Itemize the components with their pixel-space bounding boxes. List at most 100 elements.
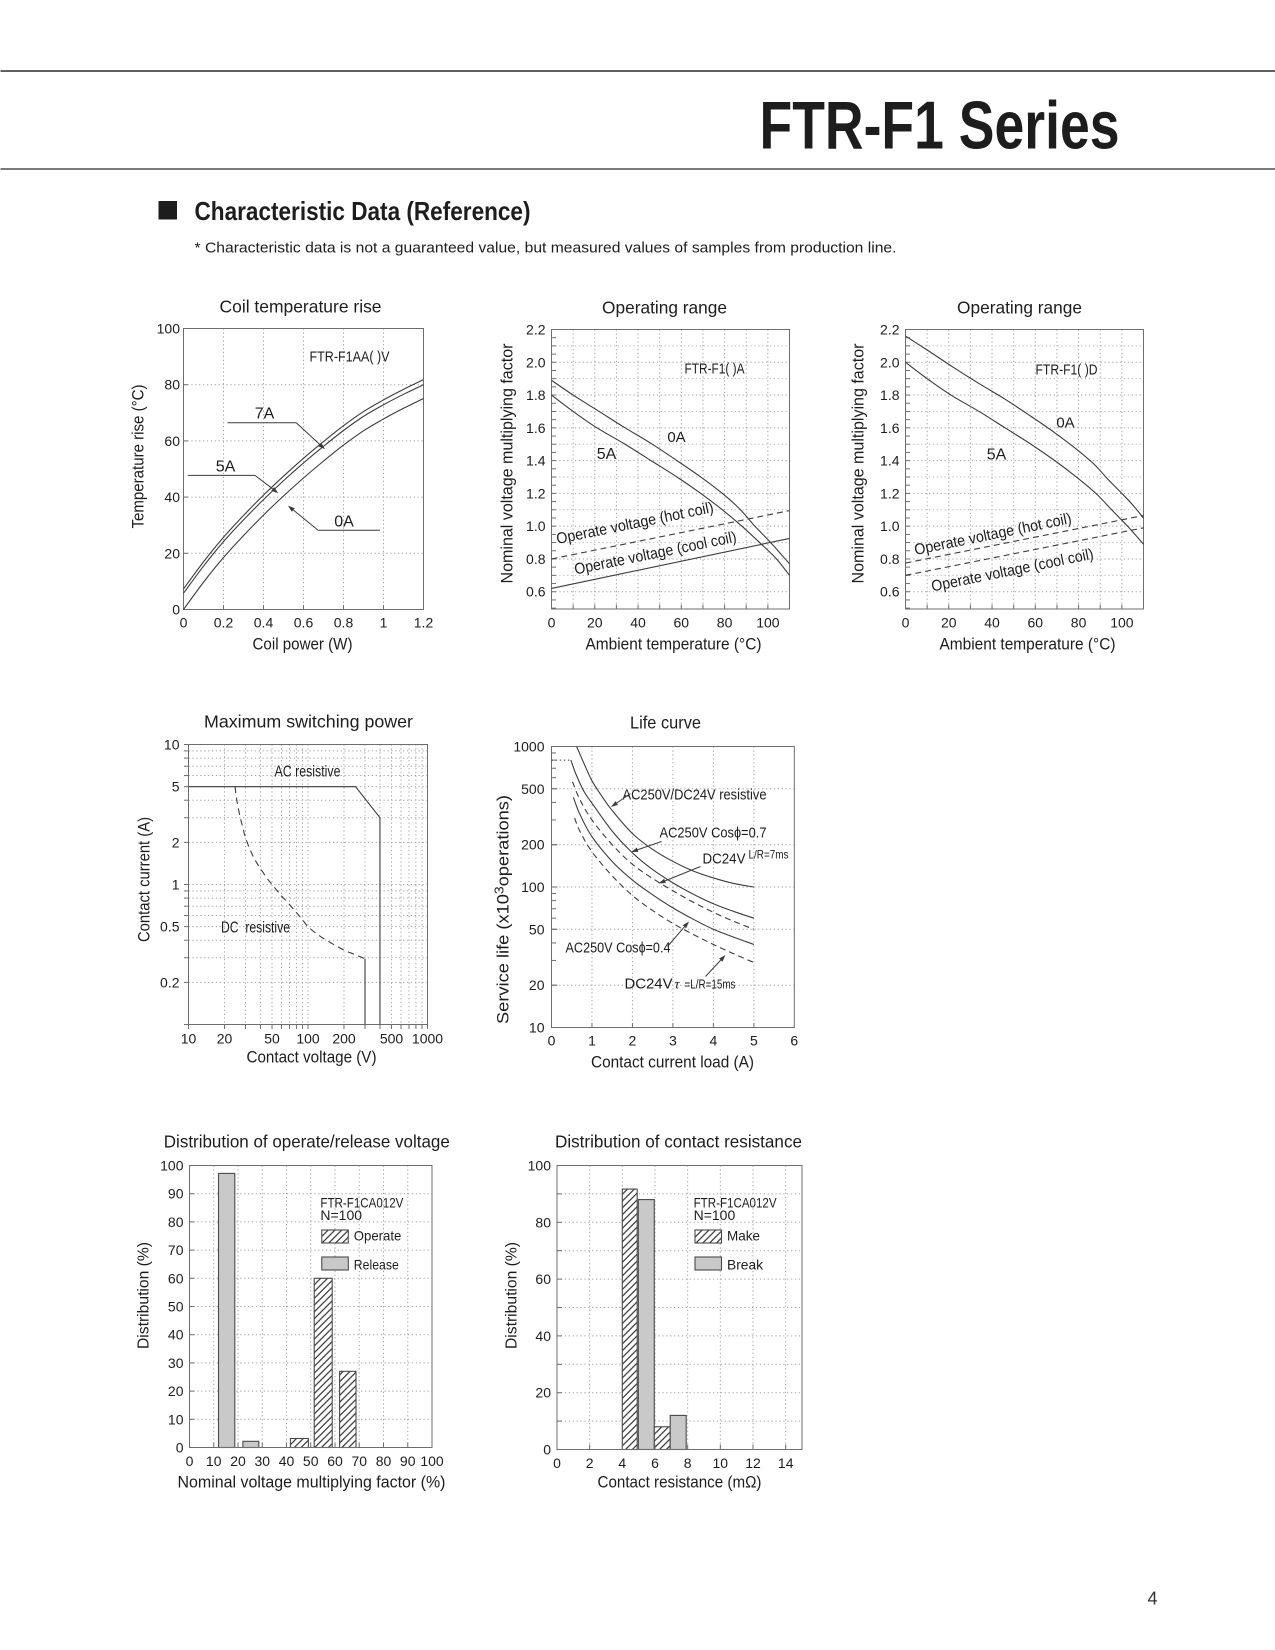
svg-text:Operating range: Operating range [602,298,727,318]
svg-text:1.6: 1.6 [880,420,900,436]
svg-text:60: 60 [327,1453,343,1469]
svg-text:Nominal voltage multiplying fa: Nominal voltage multiplying factor [498,343,517,583]
svg-text:80: 80 [535,1214,551,1230]
svg-text:10: 10 [206,1453,222,1469]
svg-text:Life curve: Life curve [630,713,701,733]
svg-text:FTR-F1CA012V: FTR-F1CA012V [694,1195,778,1211]
svg-text:0.2: 0.2 [160,974,180,990]
svg-text:20: 20 [230,1453,246,1469]
svg-text:200: 200 [332,1031,356,1047]
svg-text:N=100: N=100 [320,1207,362,1223]
svg-text:Operating range: Operating range [957,298,1082,318]
svg-text:0.4: 0.4 [254,615,274,631]
svg-text:40: 40 [168,1327,184,1343]
svg-text:Nominal voltage multiplying fa: Nominal voltage multiplying factor (%) [178,1473,446,1492]
svg-text:1.8: 1.8 [880,387,900,403]
svg-text:Characteristic Data (Reference: Characteristic Data (Reference) [195,196,531,226]
svg-text:0A: 0A [334,514,354,531]
svg-text:0: 0 [180,615,188,631]
svg-text:0: 0 [553,1455,561,1471]
svg-text:80: 80 [168,1214,184,1230]
svg-text:0.5: 0.5 [160,919,180,935]
svg-text:40: 40 [630,615,646,631]
svg-text:0: 0 [548,1033,556,1049]
svg-text:τ: τ [675,978,681,993]
svg-text:100: 100 [521,879,545,895]
svg-text:20: 20 [535,1385,551,1401]
svg-text:1.0: 1.0 [880,518,900,534]
svg-text:1.4: 1.4 [880,453,900,469]
svg-text:5A: 5A [987,447,1007,464]
svg-text:AC resistive: AC resistive [275,764,341,781]
svg-text:FTR-F1( )D: FTR-F1( )D [1036,363,1098,379]
svg-text:70: 70 [168,1242,184,1258]
svg-text:FTR-F1( )A: FTR-F1( )A [685,362,745,378]
svg-text:0.6: 0.6 [880,584,900,600]
svg-text:100: 100 [296,1031,320,1047]
svg-text:70: 70 [352,1453,368,1469]
svg-text:12: 12 [745,1455,761,1471]
svg-text:2: 2 [629,1033,637,1049]
svg-text:Ambient temperature (°C): Ambient temperature (°C) [586,635,762,654]
svg-text:4: 4 [1147,1589,1157,1609]
svg-text:Coil power (W): Coil power (W) [253,635,353,654]
svg-text:Nominal voltage multiplying fa: Nominal voltage multiplying factor [849,343,868,583]
svg-text:1000: 1000 [513,739,544,755]
svg-text:20: 20 [164,545,180,561]
svg-text:80: 80 [1071,615,1087,631]
svg-text:6: 6 [790,1033,798,1049]
svg-text:0: 0 [172,602,180,618]
svg-text:1.2: 1.2 [526,485,546,501]
svg-text:30: 30 [255,1453,271,1469]
svg-text:Contact resistance (mΩ): Contact resistance (mΩ) [598,1473,762,1492]
svg-text:DC24V: DC24V [625,976,673,993]
svg-text:100: 100 [1110,615,1134,631]
svg-text:90: 90 [168,1186,184,1202]
svg-text:1: 1 [172,877,180,893]
svg-text:500: 500 [380,1031,404,1047]
svg-text:Distribution (%): Distribution (%) [504,1242,521,1349]
svg-text:20: 20 [941,615,957,631]
svg-text:* Characteristic data is not a: * Characteristic data is not a guarantee… [195,240,897,257]
svg-text:20: 20 [529,977,545,993]
svg-text:2.2: 2.2 [880,322,900,338]
svg-text:Operate: Operate [354,1228,402,1244]
svg-text:Distribution of operate/releas: Distribution of operate/release voltage [164,1132,450,1152]
svg-text:10: 10 [164,737,180,753]
svg-text:2.2: 2.2 [526,322,546,338]
svg-text:4: 4 [618,1455,626,1471]
svg-text:Contact current (A): Contact current (A) [135,817,154,942]
svg-text:0A: 0A [667,429,685,446]
svg-text:60: 60 [168,1270,184,1286]
svg-text:Make: Make [727,1228,760,1244]
svg-text:Break: Break [727,1257,764,1273]
svg-text:Contact voltage (V): Contact voltage (V) [247,1048,377,1067]
svg-text:8: 8 [684,1455,692,1471]
svg-text:100: 100 [528,1158,552,1174]
svg-text:14: 14 [778,1455,794,1471]
svg-text:5: 5 [172,779,180,795]
svg-text:0: 0 [543,1442,551,1458]
svg-text:L/R=7ms: L/R=7ms [749,848,789,862]
svg-text:1.2: 1.2 [880,485,900,501]
svg-text:1000: 1000 [412,1031,443,1047]
svg-text:100: 100 [420,1453,444,1469]
svg-text:AC250V Cosɸ=0.4: AC250V Cosɸ=0.4 [566,940,671,957]
svg-text:0.6: 0.6 [294,615,314,631]
svg-text:Ambient temperature (°C): Ambient temperature (°C) [940,635,1116,654]
svg-text:60: 60 [535,1271,551,1287]
svg-text:40: 40 [279,1453,295,1469]
svg-text:N=100: N=100 [694,1207,736,1223]
svg-text:Service life (x103operations): Service life (x103operations) [493,795,513,1024]
svg-text:0A: 0A [1056,415,1074,432]
svg-text:80: 80 [164,377,180,393]
svg-text:7A: 7A [255,406,275,423]
svg-text:5A: 5A [597,446,617,463]
svg-text:0.6: 0.6 [526,584,546,600]
svg-text:50: 50 [303,1453,319,1469]
svg-text:20: 20 [168,1383,184,1399]
svg-text:2.0: 2.0 [526,354,546,370]
svg-text:1: 1 [588,1033,596,1049]
svg-text:80: 80 [717,615,733,631]
svg-text:1.6: 1.6 [526,420,546,436]
